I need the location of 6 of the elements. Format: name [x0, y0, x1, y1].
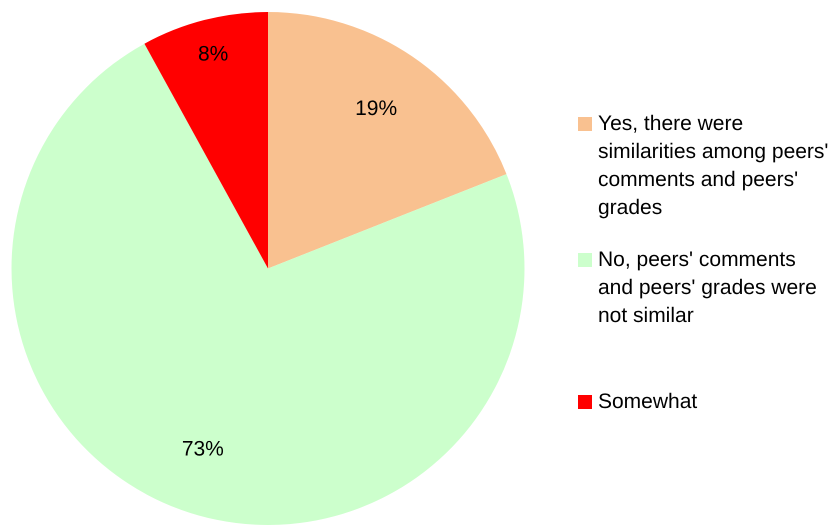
legend-label: No, peers' comments and peers' grades were not similar: [598, 246, 818, 328]
legend-label: Yes, there were similarities among peers' comments and peers' grades: [598, 110, 830, 220]
data-label: 8%: [198, 42, 228, 66]
legend-label: Somewhat: [598, 388, 698, 414]
data-label: 19%: [355, 97, 398, 120]
data-label: 73%: [182, 437, 224, 460]
